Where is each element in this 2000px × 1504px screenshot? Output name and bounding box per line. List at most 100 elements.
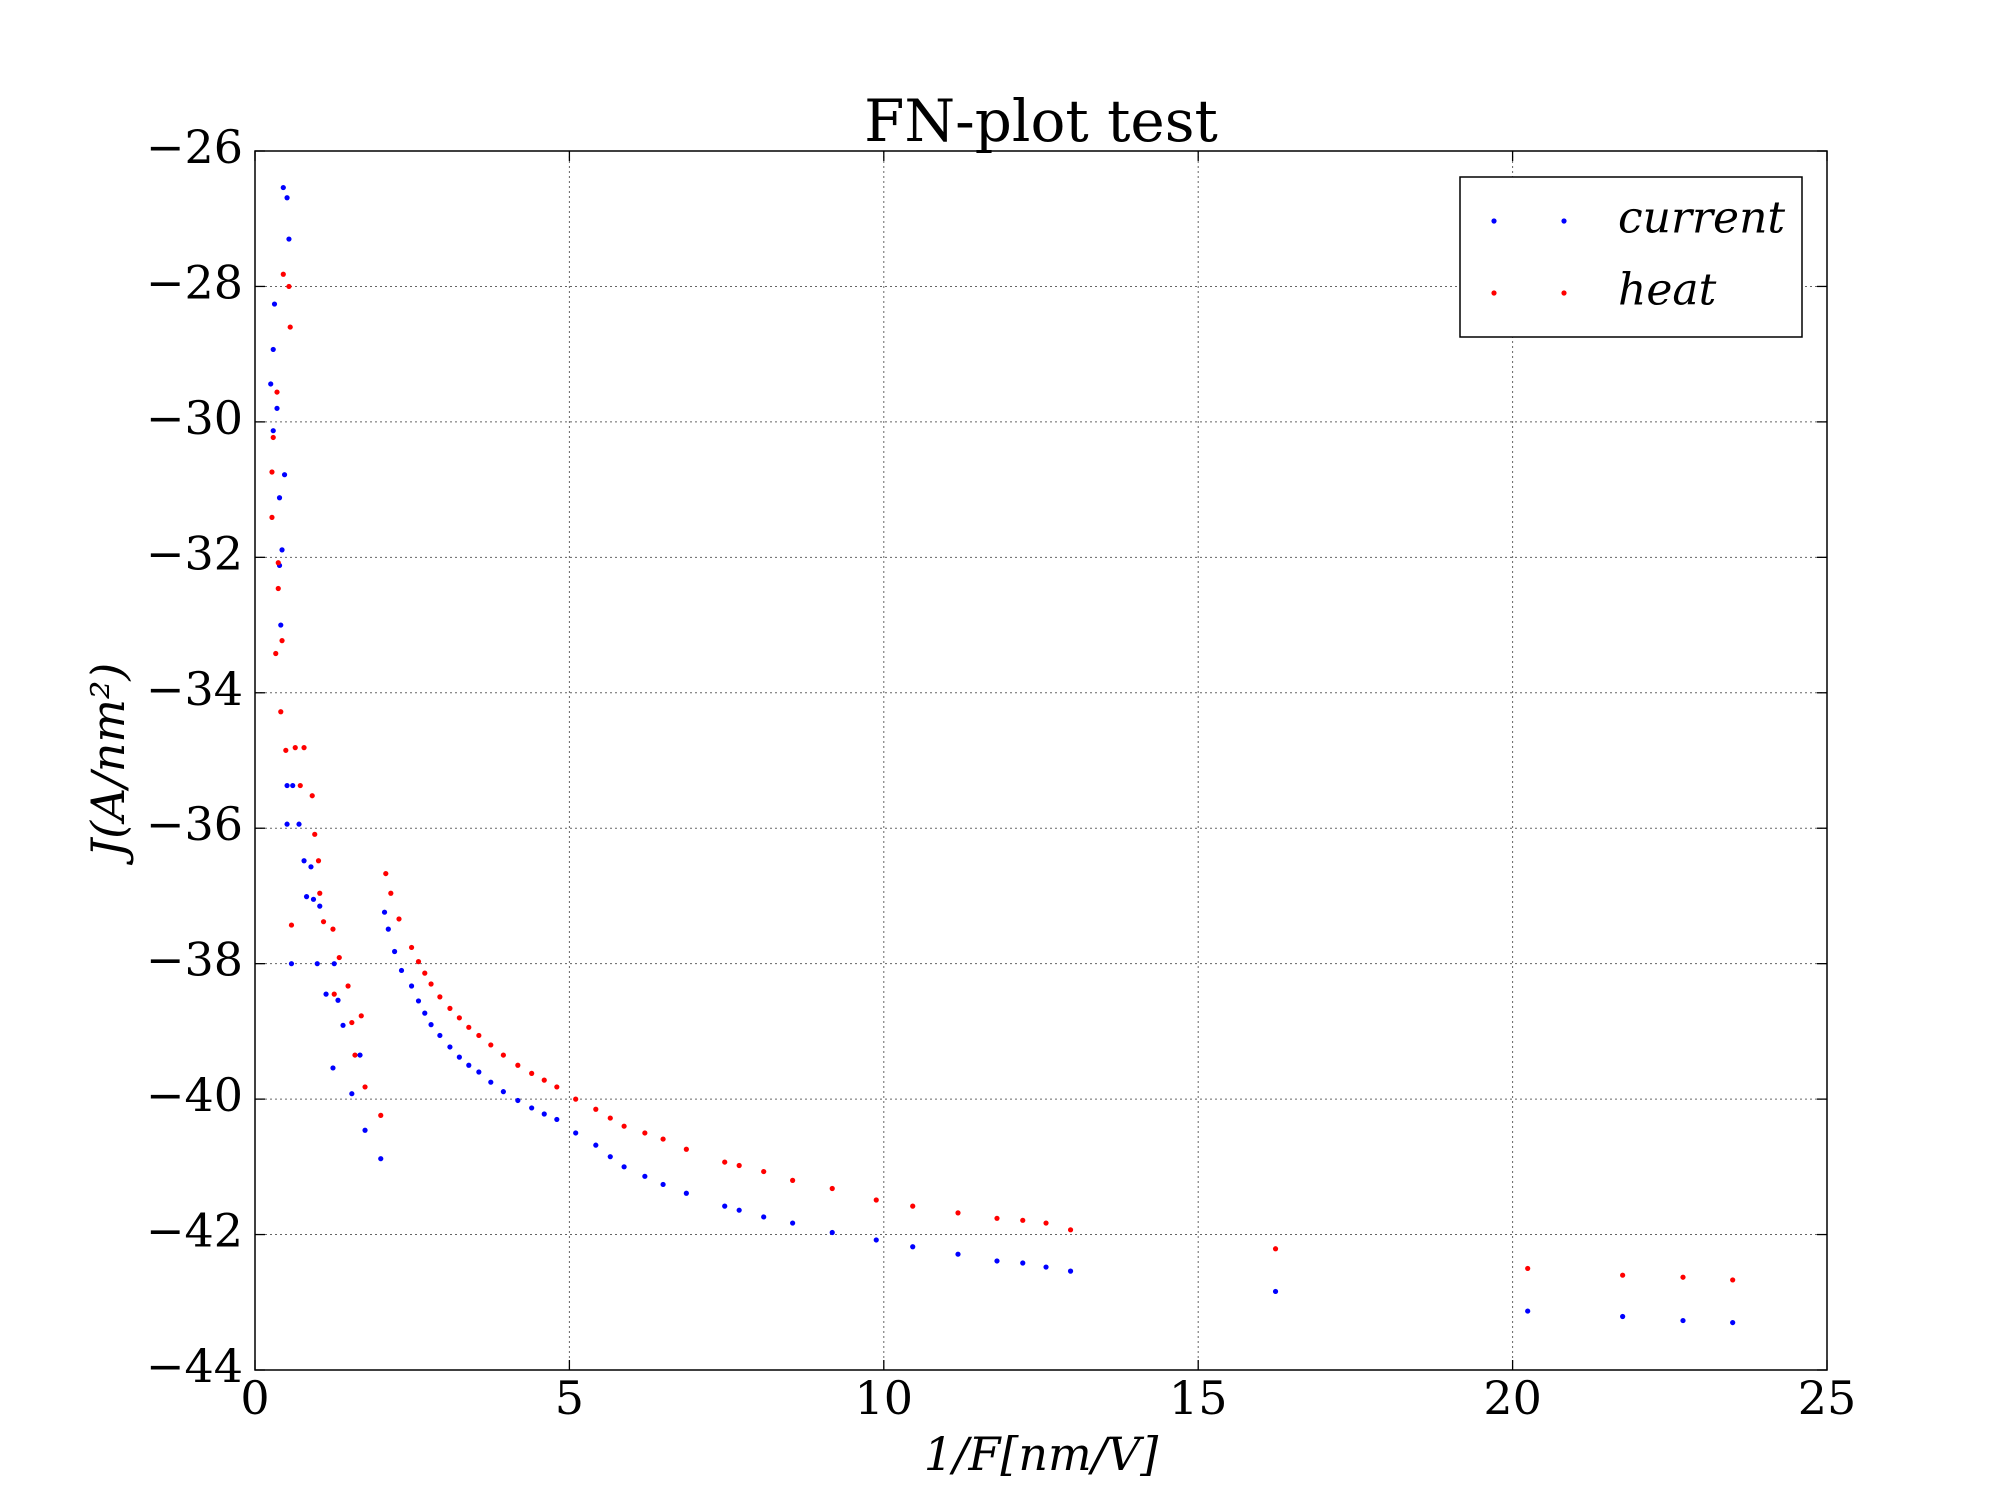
point bbox=[476, 1032, 482, 1039]
point bbox=[288, 961, 295, 967]
point bbox=[466, 1062, 472, 1068]
point bbox=[910, 1244, 916, 1250]
point bbox=[1730, 1319, 1736, 1326]
y-tick-label: −40 bbox=[146, 1068, 243, 1122]
point bbox=[383, 870, 389, 877]
point bbox=[335, 997, 341, 1003]
point bbox=[607, 1115, 613, 1121]
point bbox=[642, 1173, 648, 1179]
point bbox=[408, 944, 415, 951]
point bbox=[270, 434, 276, 441]
point bbox=[357, 1052, 363, 1058]
point bbox=[301, 745, 307, 751]
x-axis-label: 1/F[nm/V] bbox=[924, 1427, 1159, 1481]
point bbox=[1620, 1313, 1626, 1320]
point bbox=[349, 1091, 355, 1097]
point bbox=[1067, 1268, 1074, 1274]
point bbox=[388, 890, 394, 896]
y-tick-label: −30 bbox=[146, 391, 243, 445]
point bbox=[303, 894, 310, 900]
point bbox=[415, 998, 422, 1004]
point bbox=[381, 909, 388, 915]
point bbox=[1043, 1264, 1049, 1270]
point bbox=[336, 954, 342, 961]
point bbox=[286, 236, 292, 242]
y-axis-label: J(A/nm²) bbox=[81, 663, 135, 866]
point bbox=[573, 1096, 579, 1102]
point bbox=[317, 890, 323, 896]
point bbox=[437, 1032, 443, 1039]
point bbox=[286, 283, 292, 290]
point bbox=[331, 991, 337, 997]
point bbox=[349, 1019, 355, 1026]
point bbox=[280, 271, 286, 277]
y-tick-label: −32 bbox=[146, 526, 243, 580]
x-tick-label: 20 bbox=[1483, 1371, 1542, 1425]
point bbox=[541, 1077, 547, 1083]
point bbox=[273, 650, 279, 657]
point bbox=[274, 405, 280, 411]
point bbox=[391, 948, 398, 955]
point bbox=[385, 926, 391, 932]
point bbox=[396, 916, 402, 922]
y-tick-label: −36 bbox=[146, 797, 243, 851]
point bbox=[314, 961, 320, 967]
point bbox=[276, 495, 283, 501]
point bbox=[297, 782, 303, 789]
point bbox=[270, 346, 276, 353]
point bbox=[275, 560, 281, 566]
point bbox=[283, 747, 289, 753]
point bbox=[761, 1168, 767, 1175]
legend-label: heat bbox=[1618, 265, 1717, 316]
point bbox=[500, 1052, 506, 1058]
point bbox=[428, 1022, 434, 1028]
plot-frame bbox=[254, 150, 1828, 1371]
point bbox=[1020, 1260, 1026, 1266]
point bbox=[269, 469, 275, 475]
x-tick-label: 15 bbox=[1169, 1371, 1228, 1425]
point bbox=[722, 1159, 728, 1165]
point bbox=[317, 903, 323, 909]
point bbox=[1620, 1272, 1626, 1278]
point bbox=[281, 472, 288, 478]
point bbox=[447, 1005, 453, 1011]
chart-title: FN-plot test bbox=[864, 87, 1218, 155]
point bbox=[761, 1214, 767, 1220]
point bbox=[829, 1229, 835, 1236]
point bbox=[607, 1154, 613, 1160]
point bbox=[456, 1054, 462, 1060]
point bbox=[529, 1070, 535, 1076]
point bbox=[593, 1142, 599, 1148]
point bbox=[288, 922, 295, 928]
point bbox=[345, 983, 351, 989]
point bbox=[873, 1197, 879, 1203]
point bbox=[308, 864, 314, 870]
point bbox=[994, 1258, 1000, 1264]
point bbox=[310, 896, 317, 902]
point bbox=[312, 831, 318, 837]
point bbox=[278, 709, 284, 715]
y-tick-label: −34 bbox=[146, 662, 243, 716]
point bbox=[660, 1181, 666, 1188]
series bbox=[269, 271, 1736, 1283]
point bbox=[1680, 1274, 1686, 1280]
point bbox=[270, 428, 276, 434]
point bbox=[340, 1022, 346, 1028]
point bbox=[447, 1044, 453, 1050]
point bbox=[660, 1136, 666, 1142]
legend-label: current bbox=[1618, 193, 1785, 244]
point bbox=[275, 585, 281, 592]
point bbox=[422, 970, 428, 976]
point bbox=[910, 1203, 916, 1209]
point bbox=[515, 1097, 521, 1104]
point bbox=[1272, 1288, 1279, 1295]
point bbox=[415, 959, 422, 965]
legend-marker bbox=[1491, 290, 1497, 296]
point bbox=[736, 1207, 742, 1213]
point bbox=[790, 1177, 796, 1183]
point bbox=[284, 821, 290, 827]
legend-box bbox=[1459, 176, 1803, 338]
point bbox=[736, 1162, 742, 1169]
point bbox=[290, 782, 296, 789]
point bbox=[278, 622, 284, 628]
